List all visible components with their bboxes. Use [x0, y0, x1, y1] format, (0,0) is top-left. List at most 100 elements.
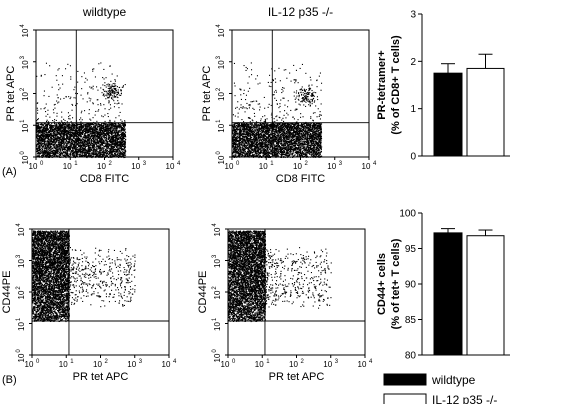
- dot-negative: [69, 146, 71, 148]
- dot-negative: [72, 149, 74, 151]
- dot-negative: [90, 150, 92, 152]
- dot-negative: [96, 127, 98, 129]
- dot-negative: [89, 134, 91, 136]
- dot-negative: [79, 138, 81, 140]
- dot-negative: [71, 130, 73, 132]
- dot-negative: [64, 143, 66, 145]
- dot-negative: [106, 151, 108, 153]
- dot-negative: [67, 151, 69, 153]
- dot-negative: [81, 150, 83, 152]
- dot-scatter: [74, 86, 76, 88]
- dot-negative: [84, 147, 86, 149]
- dot-negative: [65, 142, 67, 144]
- dot-negative: [50, 131, 52, 133]
- dot-negative: [51, 143, 53, 145]
- dot-negative: [44, 132, 46, 134]
- dot-negative: [108, 134, 110, 136]
- dot-negative: [70, 151, 72, 153]
- dot-negative: [55, 154, 57, 156]
- dot-negative: [81, 142, 83, 144]
- dot-scatter: [57, 102, 59, 104]
- dot-negative: [116, 155, 118, 157]
- dot-negative: [62, 139, 64, 141]
- dot-tetramer-positive: [115, 94, 117, 96]
- dot-scatter: [77, 81, 79, 83]
- dot-negative: [74, 130, 76, 132]
- dot-negative: [61, 125, 63, 127]
- dot-negative: [42, 139, 44, 141]
- dot-negative: [46, 124, 48, 126]
- dot-scatter: [67, 63, 69, 65]
- dot-negative: [63, 149, 65, 151]
- dot-scatter: [92, 85, 94, 87]
- dot-negative: [69, 145, 71, 147]
- dot-negative: [48, 146, 50, 148]
- dot-negative: [38, 132, 40, 134]
- dot-negative: [106, 128, 108, 130]
- dot-scatter: [110, 91, 112, 93]
- dot-tetramer-positive: [104, 85, 106, 87]
- dot-negative: [83, 136, 85, 138]
- dot-negative: [64, 141, 66, 143]
- dot-scatter: [88, 109, 90, 111]
- dot-negative: [69, 138, 71, 140]
- dot-negative: [43, 155, 45, 157]
- dot-negative: [100, 132, 102, 134]
- dot-negative: [51, 137, 53, 139]
- dot-negative: [44, 137, 46, 139]
- dot-negative: [72, 123, 74, 125]
- dot-negative: [36, 134, 38, 136]
- dot-negative: [122, 152, 124, 154]
- dot-negative: [99, 127, 101, 129]
- dot-negative: [58, 128, 60, 130]
- dot-negative: [79, 139, 81, 141]
- dot-negative: [101, 122, 103, 124]
- dot-negative: [90, 138, 92, 140]
- dot-negative: [69, 148, 71, 150]
- dot-negative: [97, 151, 99, 153]
- dot-negative: [73, 137, 75, 139]
- dot-negative: [122, 129, 124, 131]
- dot-negative: [49, 130, 51, 132]
- dot-negative: [87, 154, 89, 156]
- dot-negative: [102, 149, 104, 151]
- dot-negative: [73, 143, 75, 145]
- dot-negative: [69, 144, 71, 146]
- dot-negative: [107, 144, 109, 146]
- dot-negative: [94, 135, 96, 137]
- dot-negative: [47, 132, 49, 134]
- dot-negative: [105, 150, 107, 152]
- dot-negative: [36, 145, 38, 147]
- dot-negative: [72, 151, 74, 153]
- dot-negative: [37, 138, 39, 140]
- dot-negative: [97, 133, 99, 135]
- dot-tetramer-positive: [111, 88, 113, 90]
- dot-tetramer-positive: [113, 90, 115, 92]
- dot-negative: [46, 136, 48, 138]
- dot-negative: [43, 126, 45, 128]
- dot-negative: [69, 123, 71, 125]
- dot-negative: [85, 137, 87, 139]
- dot-negative: [87, 126, 89, 128]
- dot-negative: [48, 122, 50, 124]
- dot-negative: [114, 151, 116, 153]
- dot-negative: [45, 140, 47, 142]
- dot-tetramer-positive: [112, 91, 114, 93]
- dot-negative: [111, 148, 113, 150]
- dot-negative: [107, 146, 109, 148]
- dot-negative: [121, 145, 123, 147]
- dot-negative: [103, 131, 105, 133]
- dot-scatter: [45, 111, 47, 113]
- dot-negative: [100, 147, 102, 149]
- dot-negative: [99, 125, 101, 127]
- dot-tetramer-positive: [120, 89, 122, 91]
- dot-negative: [116, 142, 118, 144]
- dot-negative: [100, 145, 102, 147]
- dot-negative: [57, 151, 59, 153]
- y-tick-label: 10: [21, 155, 30, 164]
- dot-negative: [41, 152, 43, 154]
- dot-negative: [120, 152, 122, 154]
- dot-scatter: [63, 97, 65, 99]
- dot-negative: [41, 154, 43, 156]
